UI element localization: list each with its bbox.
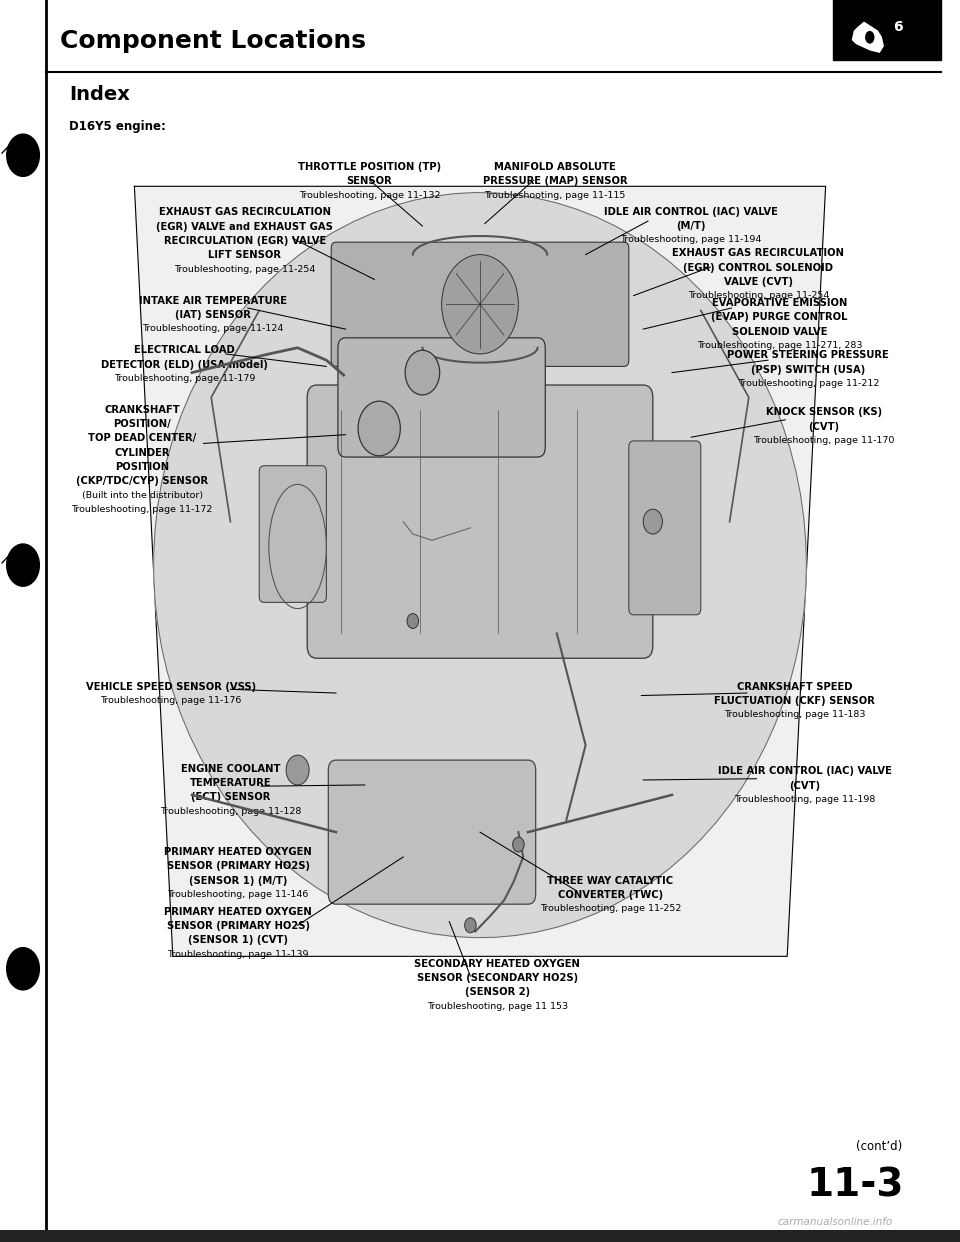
Text: Troubleshooting, page 11-254: Troubleshooting, page 11-254	[687, 291, 829, 301]
Circle shape	[7, 948, 39, 990]
Text: IDLE AIR CONTROL (IAC) VALVE: IDLE AIR CONTROL (IAC) VALVE	[604, 206, 779, 217]
Text: MANIFOLD ABSOLUTE: MANIFOLD ABSOLUTE	[494, 161, 615, 173]
Text: VALVE (CVT): VALVE (CVT)	[724, 277, 793, 287]
Text: THREE WAY CATALYTIC: THREE WAY CATALYTIC	[547, 876, 674, 886]
Text: IDLE AIR CONTROL (IAC) VALVE: IDLE AIR CONTROL (IAC) VALVE	[717, 766, 892, 776]
Text: EVAPORATIVE EMISSION: EVAPORATIVE EMISSION	[711, 298, 848, 308]
Text: 11-3: 11-3	[806, 1166, 904, 1205]
Text: Troubleshooting, page 11-128: Troubleshooting, page 11-128	[159, 807, 301, 816]
Text: CRANKSHAFT SPEED: CRANKSHAFT SPEED	[737, 682, 852, 692]
Text: (SENSOR 1) (M/T): (SENSOR 1) (M/T)	[189, 876, 287, 886]
Text: (IAT) SENSOR: (IAT) SENSOR	[175, 309, 252, 320]
Text: Troubleshooting, page 11-170: Troubleshooting, page 11-170	[753, 436, 895, 445]
FancyBboxPatch shape	[331, 242, 629, 366]
Text: (CKP/TDC/CYP) SENSOR: (CKP/TDC/CYP) SENSOR	[76, 476, 208, 487]
Text: Troubleshooting, page 11-139: Troubleshooting, page 11-139	[167, 949, 309, 959]
Text: INTAKE AIR TEMPERATURE: INTAKE AIR TEMPERATURE	[139, 296, 287, 306]
Text: VEHICLE SPEED SENSOR (VSS): VEHICLE SPEED SENSOR (VSS)	[85, 682, 256, 692]
Text: POWER STEERING PRESSURE: POWER STEERING PRESSURE	[728, 350, 889, 360]
Text: (PSP) SWITCH (USA): (PSP) SWITCH (USA)	[751, 365, 866, 375]
Bar	[833, 0, 941, 60]
Text: Troubleshooting, page 11-172: Troubleshooting, page 11-172	[71, 504, 213, 514]
Text: POSITION/: POSITION/	[113, 419, 171, 430]
Circle shape	[405, 350, 440, 395]
Text: ELECTRICAL LOAD: ELECTRICAL LOAD	[134, 345, 234, 355]
FancyBboxPatch shape	[307, 385, 653, 658]
Text: Troubleshooting, page 11-115: Troubleshooting, page 11-115	[484, 190, 626, 200]
Text: POSITION: POSITION	[115, 462, 169, 472]
Text: Troubleshooting, page 11-132: Troubleshooting, page 11-132	[299, 190, 441, 200]
Text: CRANKSHAFT: CRANKSHAFT	[105, 405, 180, 415]
Circle shape	[7, 544, 39, 586]
Text: (ECT) SENSOR: (ECT) SENSOR	[191, 792, 270, 802]
Text: Index: Index	[69, 84, 130, 104]
Text: RECIRCULATION (EGR) VALVE: RECIRCULATION (EGR) VALVE	[163, 236, 326, 246]
Polygon shape	[154, 193, 806, 938]
Text: 6: 6	[893, 20, 902, 35]
Text: Troubleshooting, page 11-254: Troubleshooting, page 11-254	[174, 265, 316, 273]
FancyBboxPatch shape	[328, 760, 536, 904]
FancyBboxPatch shape	[629, 441, 701, 615]
Text: (SENSOR 1) (CVT): (SENSOR 1) (CVT)	[188, 935, 288, 945]
Text: (CVT): (CVT)	[808, 421, 839, 432]
Text: CYLINDER: CYLINDER	[114, 447, 170, 458]
Circle shape	[442, 255, 518, 354]
Text: Troubleshooting, page 11-183: Troubleshooting, page 11-183	[724, 710, 866, 719]
Text: D16Y5 engine:: D16Y5 engine:	[69, 120, 166, 133]
Text: (M/T): (M/T)	[677, 221, 706, 231]
Text: FLUCTUATION (CKF) SENSOR: FLUCTUATION (CKF) SENSOR	[714, 696, 876, 707]
Text: Troubleshooting, page 11-179: Troubleshooting, page 11-179	[113, 374, 255, 383]
Text: (CVT): (CVT)	[789, 781, 820, 791]
Text: CONVERTER (TWC): CONVERTER (TWC)	[558, 889, 663, 900]
Circle shape	[465, 918, 476, 933]
Text: Troubleshooting, page 11-124: Troubleshooting, page 11-124	[142, 324, 284, 333]
Text: Troubleshooting, page 11 153: Troubleshooting, page 11 153	[426, 1001, 568, 1011]
Text: PRIMARY HEATED OXYGEN: PRIMARY HEATED OXYGEN	[164, 907, 312, 917]
Text: TOP DEAD CENTER/: TOP DEAD CENTER/	[88, 433, 196, 443]
Circle shape	[643, 509, 662, 534]
Text: SOLENOID VALVE: SOLENOID VALVE	[732, 327, 828, 337]
Text: SECONDARY HEATED OXYGEN: SECONDARY HEATED OXYGEN	[415, 959, 580, 969]
Circle shape	[407, 614, 419, 628]
Text: EXHAUST GAS RECIRCULATION: EXHAUST GAS RECIRCULATION	[672, 248, 845, 258]
Text: Troubleshooting, page 11-146: Troubleshooting, page 11-146	[167, 889, 309, 899]
Text: THROTTLE POSITION (TP): THROTTLE POSITION (TP)	[298, 161, 442, 173]
FancyBboxPatch shape	[338, 338, 545, 457]
Text: Troubleshooting, page 11-198: Troubleshooting, page 11-198	[733, 795, 876, 804]
Text: (SENSOR 2): (SENSOR 2)	[465, 987, 530, 997]
Circle shape	[7, 134, 39, 176]
Text: (cont’d): (cont’d)	[856, 1140, 902, 1153]
Text: (EGR) CONTROL SOLENOID: (EGR) CONTROL SOLENOID	[684, 262, 833, 273]
Text: (Built into the distributor): (Built into the distributor)	[82, 491, 203, 499]
Text: carmanualsonline.info: carmanualsonline.info	[778, 1217, 893, 1227]
Text: Troubleshooting, page 11-194: Troubleshooting, page 11-194	[620, 235, 762, 245]
Text: (EGR) VALVE and EXHAUST GAS: (EGR) VALVE and EXHAUST GAS	[156, 221, 333, 232]
Text: Troubleshooting, page 11-212: Troubleshooting, page 11-212	[737, 379, 879, 388]
Text: SENSOR (SECONDARY HO2S): SENSOR (SECONDARY HO2S)	[417, 974, 578, 984]
Text: LIFT SENSOR: LIFT SENSOR	[208, 250, 281, 261]
Text: (EVAP) PURGE CONTROL: (EVAP) PURGE CONTROL	[711, 312, 848, 323]
Text: PRESSURE (MAP) SENSOR: PRESSURE (MAP) SENSOR	[483, 176, 627, 186]
Polygon shape	[852, 22, 883, 52]
Text: Troubleshooting, page 11-176: Troubleshooting, page 11-176	[100, 696, 242, 705]
Circle shape	[358, 401, 400, 456]
Text: SENSOR: SENSOR	[347, 176, 393, 186]
FancyBboxPatch shape	[259, 466, 326, 602]
Circle shape	[286, 755, 309, 785]
Text: TEMPERATURE: TEMPERATURE	[189, 777, 272, 789]
Text: Component Locations: Component Locations	[60, 29, 367, 53]
Text: SENSOR (PRIMARY HO2S): SENSOR (PRIMARY HO2S)	[167, 922, 309, 932]
Bar	[0, 1230, 960, 1242]
Text: EXHAUST GAS RECIRCULATION: EXHAUST GAS RECIRCULATION	[158, 207, 331, 217]
Text: PRIMARY HEATED OXYGEN: PRIMARY HEATED OXYGEN	[164, 847, 312, 857]
Text: KNOCK SENSOR (KS): KNOCK SENSOR (KS)	[766, 407, 881, 417]
Polygon shape	[134, 186, 826, 956]
Text: SENSOR (PRIMARY HO2S): SENSOR (PRIMARY HO2S)	[167, 862, 309, 872]
Text: Troubleshooting, page 11-252: Troubleshooting, page 11-252	[540, 904, 682, 913]
Text: ENGINE COOLANT: ENGINE COOLANT	[180, 764, 280, 774]
Text: DETECTOR (ELD) (USA model): DETECTOR (ELD) (USA model)	[101, 360, 268, 370]
Text: Troubleshooting, page 11-271, 283: Troubleshooting, page 11-271, 283	[697, 340, 862, 350]
Circle shape	[513, 837, 524, 852]
Circle shape	[864, 30, 876, 45]
